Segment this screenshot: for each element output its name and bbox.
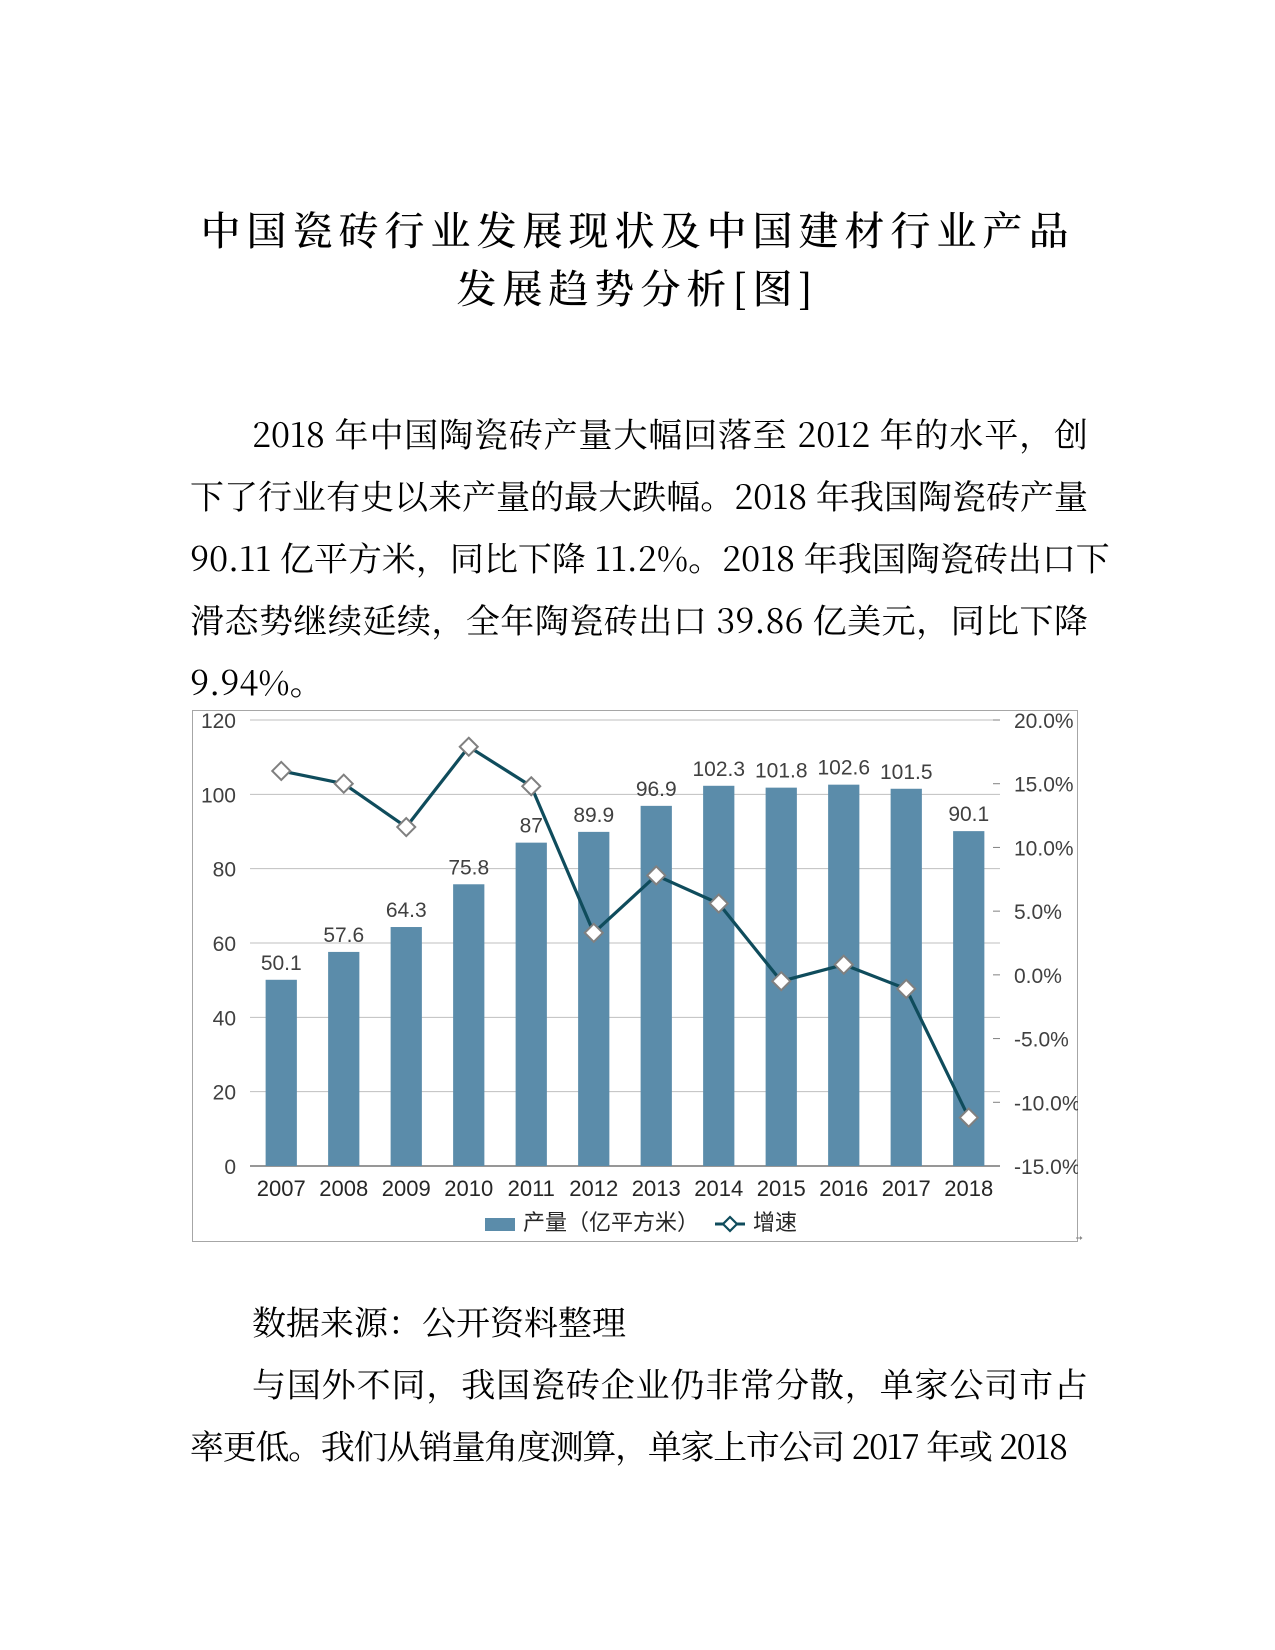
svg-text:75.8: 75.8 [448,856,489,879]
svg-text:101.5: 101.5 [880,761,933,784]
svg-text:10.0%: 10.0% [1014,837,1074,860]
svg-text:87: 87 [520,815,543,838]
svg-text:102.3: 102.3 [692,758,745,781]
svg-text:20.0%: 20.0% [1014,710,1074,733]
svg-text:-10.0%: -10.0% [1014,1092,1078,1115]
svg-text:57.6: 57.6 [323,924,364,947]
svg-text:0: 0 [224,1156,236,1179]
svg-text:2012: 2012 [569,1176,618,1201]
svg-text:96.9: 96.9 [636,778,677,801]
svg-text:101.8: 101.8 [755,760,808,783]
svg-text:102.6: 102.6 [817,757,870,780]
svg-text:2013: 2013 [632,1176,681,1201]
svg-text:80: 80 [213,859,236,882]
svg-text:20: 20 [213,1082,236,1105]
svg-text:2009: 2009 [382,1176,431,1201]
svg-text:-15.0%: -15.0% [1014,1156,1078,1179]
svg-text:90.1: 90.1 [948,803,989,826]
svg-text:2011: 2011 [508,1176,555,1201]
svg-text:15.0%: 15.0% [1014,774,1074,797]
svg-text:2008: 2008 [319,1176,368,1201]
svg-text:2014: 2014 [694,1176,743,1201]
svg-text:120: 120 [201,710,236,733]
svg-text:产量（亿平方米）: 产量（亿平方米） [523,1210,699,1235]
svg-text:0.0%: 0.0% [1014,965,1062,988]
svg-text:增速: 增速 [753,1210,797,1235]
svg-text:-5.0%: -5.0% [1014,1029,1069,1052]
svg-text:5.0%: 5.0% [1014,901,1062,924]
svg-text:50.1: 50.1 [261,952,302,975]
svg-text:60: 60 [213,933,236,956]
svg-text:2015: 2015 [757,1176,806,1201]
svg-text:89.9: 89.9 [573,804,614,827]
svg-text:100: 100 [201,784,236,807]
svg-text:40: 40 [213,1007,236,1030]
svg-text:2016: 2016 [819,1176,868,1201]
svg-text:2007: 2007 [257,1176,306,1201]
svg-text:2010: 2010 [444,1176,493,1201]
svg-text:64.3: 64.3 [386,899,427,922]
svg-text:2018: 2018 [944,1176,993,1201]
svg-text:2017: 2017 [882,1176,931,1201]
